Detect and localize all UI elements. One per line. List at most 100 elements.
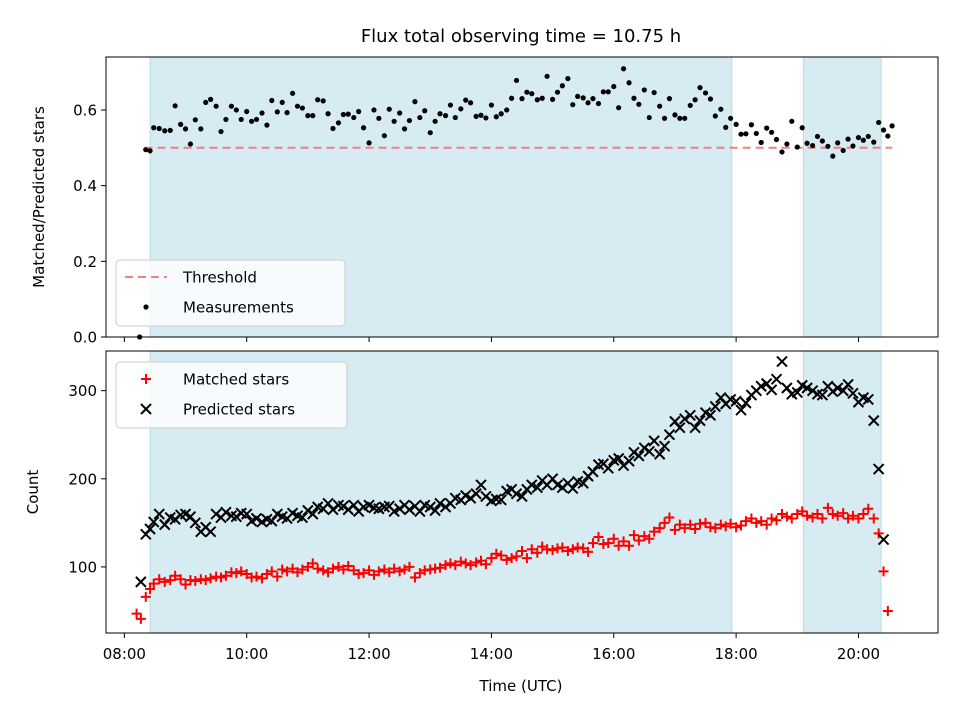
data-point — [131, 608, 142, 619]
data-point — [832, 510, 843, 521]
data-point — [865, 133, 871, 140]
data-point — [526, 544, 537, 555]
data-point — [310, 113, 316, 119]
data-point — [442, 113, 449, 119]
data-point — [845, 136, 851, 142]
data-point — [394, 566, 405, 577]
data-point — [577, 477, 589, 489]
data-point — [289, 90, 296, 96]
data-point — [371, 107, 377, 113]
data-point — [389, 563, 400, 574]
data-point — [509, 95, 515, 101]
data-point — [401, 126, 408, 132]
data-point — [770, 373, 783, 385]
data-point — [587, 538, 598, 549]
data-point — [825, 143, 831, 149]
data-point — [140, 591, 151, 602]
data-point — [386, 106, 392, 112]
x-tick-label: 20:00 — [837, 645, 880, 663]
data-point — [257, 573, 267, 584]
legend-label: Measurements — [183, 299, 294, 317]
data-point — [562, 546, 573, 557]
data-point — [376, 115, 382, 121]
data-point — [612, 452, 625, 465]
data-point — [521, 553, 532, 564]
data-point — [765, 384, 778, 396]
data-point — [871, 139, 877, 145]
legend-label: Matched stars — [183, 371, 289, 389]
data-point — [651, 89, 657, 96]
y-tick-label: 100 — [68, 558, 97, 576]
data-point — [473, 113, 479, 120]
data-point — [876, 119, 882, 126]
data-point — [447, 102, 454, 108]
data-point — [831, 382, 844, 394]
observing-window-band — [802, 56, 882, 338]
data-point — [458, 106, 464, 112]
data-point — [743, 131, 749, 137]
data-point — [816, 389, 829, 401]
data-point — [878, 566, 889, 577]
data-point — [684, 409, 696, 422]
data-point — [429, 504, 441, 517]
data-point — [664, 512, 675, 523]
data-point — [694, 414, 706, 427]
data-point — [730, 395, 742, 407]
data-point — [748, 122, 755, 128]
y-tick-label: 200 — [68, 470, 97, 488]
data-point — [753, 130, 759, 137]
data-point — [644, 533, 655, 544]
data-point — [320, 98, 326, 104]
data-point — [213, 103, 219, 109]
data-point — [605, 89, 611, 95]
data-point — [510, 488, 523, 500]
data-point — [725, 518, 736, 529]
data-point — [707, 96, 714, 102]
data-point — [801, 382, 813, 394]
data-point — [822, 502, 833, 513]
data-point — [575, 93, 581, 99]
data-point — [147, 148, 153, 154]
data-point — [228, 103, 235, 109]
data-point — [565, 75, 571, 82]
legend-marker — [141, 374, 151, 384]
x-tick-label: 08:00 — [103, 645, 146, 663]
data-point — [159, 576, 170, 587]
data-point — [524, 89, 530, 95]
data-point — [208, 96, 214, 102]
data-point — [539, 95, 545, 101]
x-tick-label: 12:00 — [347, 645, 390, 663]
data-point — [345, 111, 351, 117]
data-point — [250, 512, 263, 525]
y-tick-label: 0.6 — [73, 101, 97, 119]
data-point — [855, 134, 862, 141]
data-point — [570, 102, 576, 108]
data-point — [773, 136, 780, 143]
data-point — [465, 560, 476, 571]
data-point — [251, 571, 262, 582]
data-point — [649, 526, 660, 537]
data-point — [381, 133, 387, 139]
data-point — [600, 89, 606, 95]
data-point — [761, 519, 772, 530]
data-point — [412, 99, 418, 105]
data-point — [404, 561, 415, 572]
data-point — [397, 110, 403, 116]
data-point — [674, 421, 686, 434]
data-point — [885, 133, 891, 139]
data-point — [452, 114, 458, 121]
data-point — [526, 479, 538, 491]
data-point — [751, 517, 762, 528]
data-point — [862, 393, 874, 406]
data-point — [677, 115, 683, 121]
data-point — [700, 517, 711, 528]
data-point — [631, 95, 637, 101]
data-point — [781, 511, 792, 522]
ratio-y-axis-label: Matched/Predicted stars — [30, 106, 48, 288]
data-point — [284, 110, 290, 116]
data-point — [679, 523, 690, 534]
data-point — [738, 131, 744, 137]
data-point — [559, 83, 565, 89]
data-point — [587, 466, 599, 478]
data-point — [266, 515, 278, 527]
